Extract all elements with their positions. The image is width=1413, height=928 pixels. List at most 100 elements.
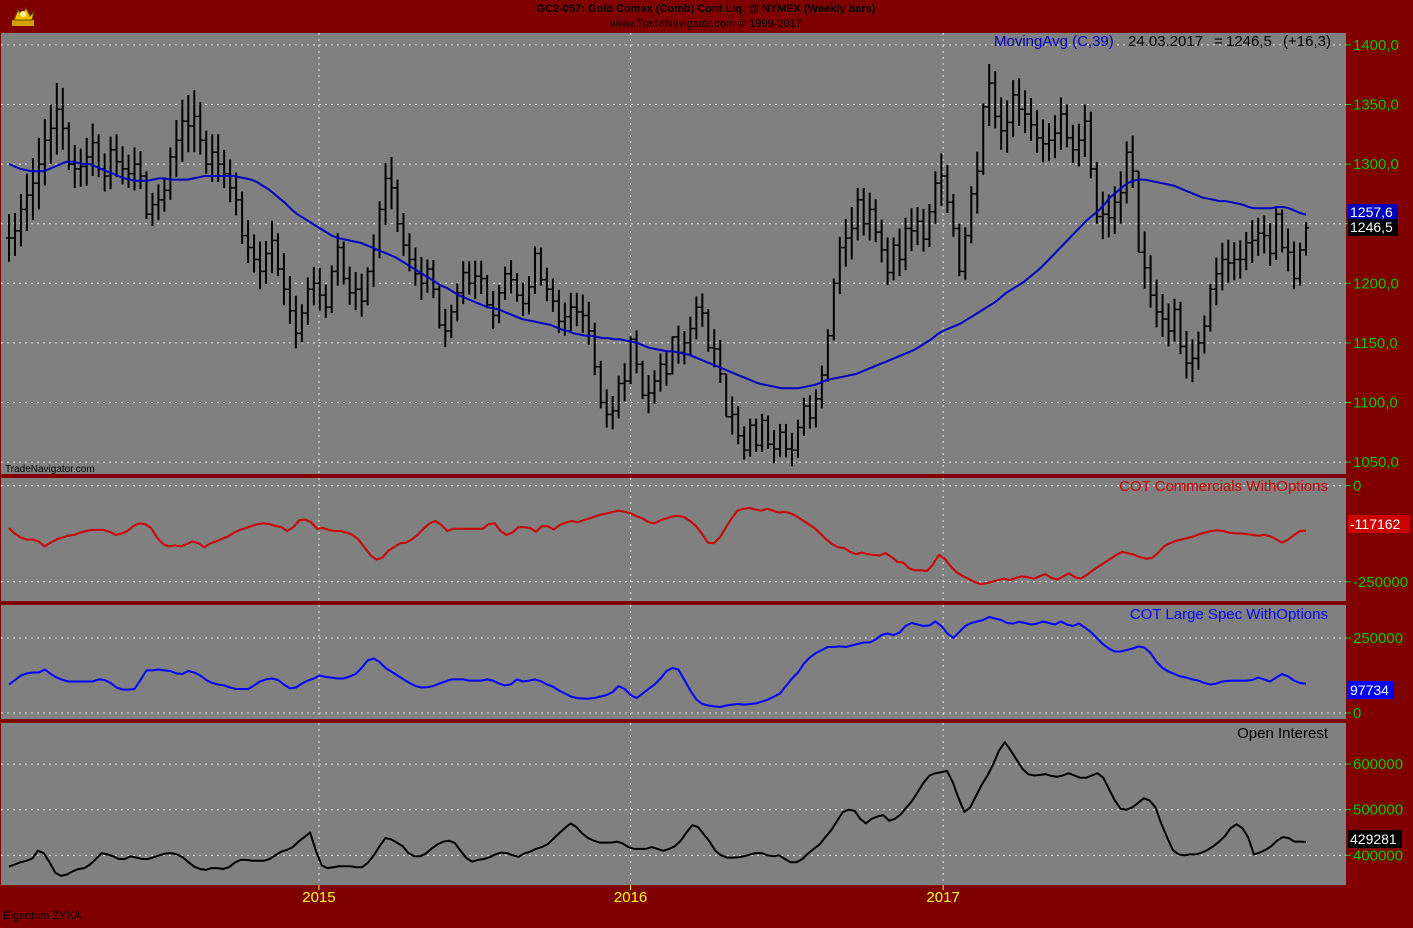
price-bar: [388, 156, 395, 210]
price-bar: [257, 241, 264, 290]
moving-avg-legend: MovingAvg (C,39): [994, 33, 1114, 50]
bull-logo-icon: [12, 6, 35, 26]
watermark: TradeNavigator.com: [5, 464, 95, 475]
price-bar: [286, 276, 293, 324]
y-tick-label-price-3: 1200,0: [1353, 275, 1399, 292]
price-bar: [71, 145, 78, 188]
price-bar: [854, 187, 861, 241]
price-bar: [1057, 97, 1064, 150]
price-bar: [346, 266, 353, 305]
price-bar: [860, 187, 867, 236]
price-bar: [1159, 294, 1166, 337]
price-bar: [1165, 303, 1172, 347]
price-bar: [280, 252, 287, 306]
price-bar: [902, 217, 909, 271]
ma-last-label: 1257,6: [1350, 204, 1393, 220]
price-bar: [926, 204, 933, 247]
price-bar: [496, 285, 503, 324]
large-spec-last-label: 97734: [1350, 682, 1389, 698]
price-bar: [651, 370, 658, 404]
price-bar: [83, 137, 90, 186]
price-bar: [1063, 104, 1070, 148]
price-bar: [830, 278, 837, 341]
y-tick-label-open_interest-0: 600000: [1353, 756, 1403, 773]
price-bar: [968, 186, 975, 244]
price-bar: [980, 103, 987, 175]
price-bar: [274, 233, 281, 277]
price-bar: [179, 99, 186, 162]
price-bar: [233, 172, 240, 216]
price-bar: [567, 292, 574, 331]
price-bar: [1243, 232, 1250, 271]
open-interest-last-badge: 429281: [1348, 830, 1402, 848]
price-bar: [322, 284, 329, 318]
price-bar: [735, 406, 742, 445]
price-bar: [950, 193, 957, 237]
price-bar: [878, 219, 885, 263]
price-bar: [1285, 228, 1292, 272]
commercials-panel: [1, 478, 1346, 601]
price-bar: [806, 395, 813, 429]
price-bar: [956, 223, 963, 277]
price-bar: [352, 271, 359, 311]
price-bar: [340, 241, 347, 285]
price-bar: [1291, 241, 1298, 290]
price-bar: [788, 432, 795, 467]
price-bar: [221, 149, 228, 188]
price-bar: [914, 207, 921, 246]
price-bar: [920, 208, 927, 252]
large-spec-panel: [1, 605, 1346, 719]
price-bar: [627, 336, 634, 385]
price-bar: [502, 266, 509, 300]
price-bar: [908, 208, 915, 252]
price-bar: [753, 418, 760, 452]
price-bar: [824, 329, 831, 382]
moving-avg-date: 24.03.2017: [1128, 33, 1203, 50]
price-bar: [555, 289, 562, 333]
price-bar: [442, 308, 449, 348]
price-bar: [185, 94, 192, 153]
price-bar: [896, 228, 903, 277]
price-bar: [448, 304, 455, 339]
price-bar: [597, 360, 604, 409]
price-bar: [747, 418, 754, 457]
price-bar: [484, 274, 491, 309]
price-bar: [1028, 97, 1035, 141]
price-panel: [1, 33, 1346, 474]
price-bar: [251, 234, 258, 273]
price-bar: [53, 83, 60, 155]
price-bar: [890, 237, 897, 281]
price-bar: [1147, 255, 1154, 308]
price-bar: [765, 415, 772, 449]
y-tick-label-commercials-1: -250000: [1353, 574, 1408, 591]
price-bar: [591, 322, 598, 376]
price-bar: [215, 134, 222, 182]
price-bar: [1177, 301, 1184, 355]
price-bar: [131, 147, 138, 191]
price-bar: [203, 130, 210, 174]
price-bar: [549, 278, 556, 312]
price-bar: [777, 423, 784, 458]
moving-avg-change: (+16,3): [1283, 33, 1331, 50]
price-bar: [292, 295, 299, 349]
price-bar: [310, 267, 317, 306]
equals-sign: =: [1214, 33, 1223, 50]
price-bar: [478, 260, 485, 295]
chart-title: GC2-057: Gold Comex (Comb) Cont Liq. @ N…: [537, 3, 876, 15]
price-bar: [514, 273, 521, 302]
price-bar: [1237, 240, 1244, 279]
y-tick-label-price-1: 1100,0: [1353, 394, 1398, 411]
price-bar: [1022, 90, 1029, 134]
price-bar: [974, 151, 981, 214]
price-bar: [17, 193, 24, 247]
price-bar: [6, 214, 12, 262]
open_interest-series-line: [8, 741, 1307, 877]
price-bar: [711, 329, 718, 368]
y-tick-label-price-6: 1350,0: [1353, 97, 1399, 114]
price-bar: [1034, 109, 1041, 153]
price-bar: [107, 136, 114, 190]
price-bar: [143, 171, 150, 219]
large-spec-legend: COT Large Spec WithOptions: [1130, 606, 1328, 623]
price-bar: [1255, 217, 1262, 256]
